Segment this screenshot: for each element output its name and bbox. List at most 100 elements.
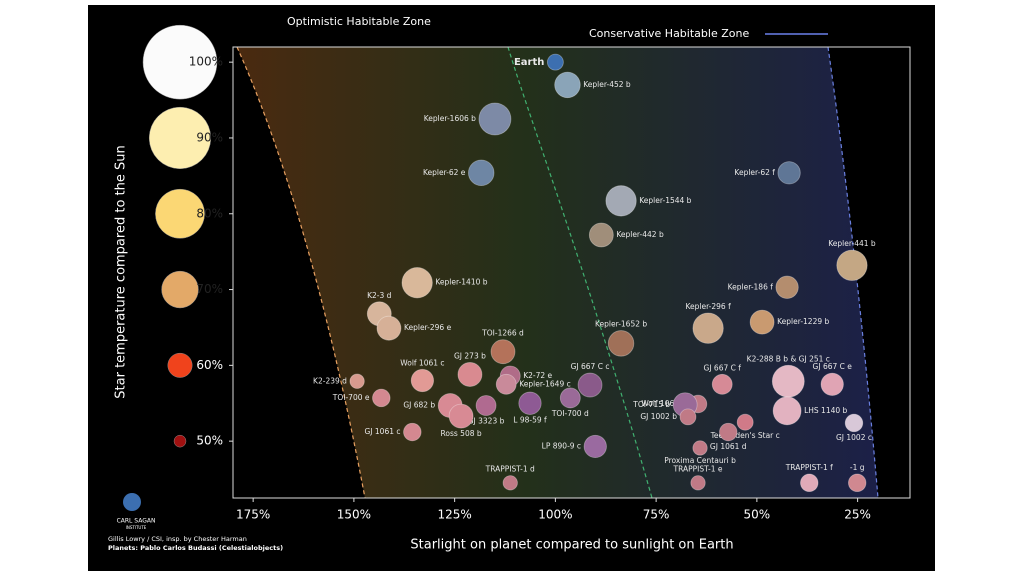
star-swatch (173, 434, 187, 448)
planet (775, 275, 799, 299)
planet-label: TRAPPIST-1 f (785, 463, 833, 472)
y-tick-label: 80% (196, 206, 223, 220)
planet-label: -1 g (850, 463, 865, 472)
planet (800, 473, 819, 493)
planet-label: TOI-1266 d (481, 329, 524, 338)
planet (836, 249, 868, 281)
planet-label: Teegarden's Star c (710, 431, 780, 440)
planet (349, 373, 365, 389)
planet (777, 161, 801, 185)
planet-label: TRAPPIST-1 e (673, 465, 723, 474)
star-swatch (142, 24, 218, 100)
planet-label: Kepler-441 b (828, 239, 876, 248)
conservative-boundary (507, 46, 653, 499)
logo-icon (123, 493, 141, 511)
planet-label: Kepler-1649 c (519, 379, 571, 388)
y-tick-label: 70% (196, 282, 223, 296)
x-tick-label: 75% (643, 508, 670, 522)
planet (692, 312, 724, 344)
planet-label: K2-288 B b & GJ 251 c (747, 354, 830, 363)
x-tick-label: 175% (236, 508, 270, 522)
planet-label: GJ 1002 b (640, 412, 677, 421)
outer-boundary (827, 46, 879, 499)
planet-label: GJ 682 b (403, 401, 435, 410)
y-tick-label: 100% (189, 55, 223, 69)
planet-label: LHS 1140 b (804, 406, 847, 415)
planet-label: TOI-715 b (632, 400, 670, 409)
planet-label: Kepler-1544 b (639, 196, 691, 205)
planet (546, 53, 564, 71)
planet-label: Earth (514, 57, 544, 68)
planet (468, 159, 495, 187)
planet-label: TOI-700 d (551, 409, 589, 418)
planet-label: Kepler-1606 b (424, 114, 476, 123)
planet-label: Kepler-296 f (685, 302, 731, 311)
x-tick-label: 50% (744, 508, 771, 522)
planet (372, 388, 391, 408)
y-tick-label: 60% (196, 358, 223, 372)
planet (588, 222, 614, 248)
y-tick-label: 50% (196, 434, 223, 448)
planet (457, 362, 483, 387)
zone-legend: Optimistic Habitable Zone (287, 15, 431, 28)
planet (736, 413, 754, 431)
planet (490, 339, 516, 365)
planet (607, 330, 635, 357)
planet (478, 102, 512, 136)
planet-label: Wolf 1061 c (400, 358, 444, 367)
zone-legend: Conservative Habitable Zone (589, 27, 749, 40)
planet-label: TRAPPIST-1 d (485, 465, 535, 474)
planet (577, 372, 603, 398)
y-axis-title: Star temperature compared to the Sun (114, 145, 129, 398)
planet-label: Kepler-1410 b (435, 278, 487, 287)
credit: Gillis Lowry / CSI, insp. by Chester Har… (108, 535, 247, 543)
planet (554, 71, 581, 99)
planet-label: Kepler-1652 b (595, 320, 647, 329)
planet (844, 413, 864, 433)
x-tick-label: 25% (844, 508, 871, 522)
x-tick-label: 125% (437, 508, 471, 522)
planet (749, 309, 775, 335)
x-tick-label: 100% (538, 508, 572, 522)
planet (771, 364, 805, 398)
planet-label: TOI-700 e (332, 393, 370, 402)
planet-label: GJ 667 C f (704, 363, 742, 372)
planet-label: K2-239 d (313, 376, 347, 385)
planet (518, 391, 542, 415)
planet (376, 315, 402, 341)
optimistic-boundary (236, 46, 366, 499)
planet (690, 475, 706, 491)
planet (559, 387, 581, 409)
planet (583, 434, 607, 459)
planet-label: GJ 667 C c (571, 362, 610, 371)
planet-label: Wolf 1069 b (641, 399, 686, 408)
planet (820, 372, 844, 396)
planet-label: LP 890-9 c (542, 441, 581, 450)
planet (692, 440, 708, 456)
planet (719, 422, 738, 442)
planet (448, 403, 474, 429)
plot-frame (232, 46, 911, 499)
planet (772, 396, 802, 426)
planet-label: Kepler-1229 b (777, 317, 829, 326)
planet-label: GJ 1061 d (710, 442, 747, 451)
planet-label: K2-72 e (523, 371, 552, 380)
planet (605, 185, 637, 217)
y-tick-label: 90% (196, 130, 223, 144)
planet-label: K2-3 d (367, 291, 392, 300)
star-swatch (148, 106, 212, 170)
planet-label: Kepler-62 f (734, 168, 775, 177)
planet (502, 475, 518, 491)
planet-label: GJ 273 b (454, 351, 486, 360)
planet-label: GJ 667 C e (813, 362, 853, 371)
star-swatch (155, 188, 205, 239)
planet-label: Kepler-186 f (728, 282, 774, 291)
planet-label: GJ 1002 c (836, 433, 872, 442)
logo-text: INSTITUTE (126, 525, 147, 530)
planet (475, 395, 497, 416)
planet (679, 408, 697, 426)
x-axis-title: Starlight on planet compared to sunlight… (410, 538, 733, 553)
x-tick-label: 150% (337, 508, 371, 522)
